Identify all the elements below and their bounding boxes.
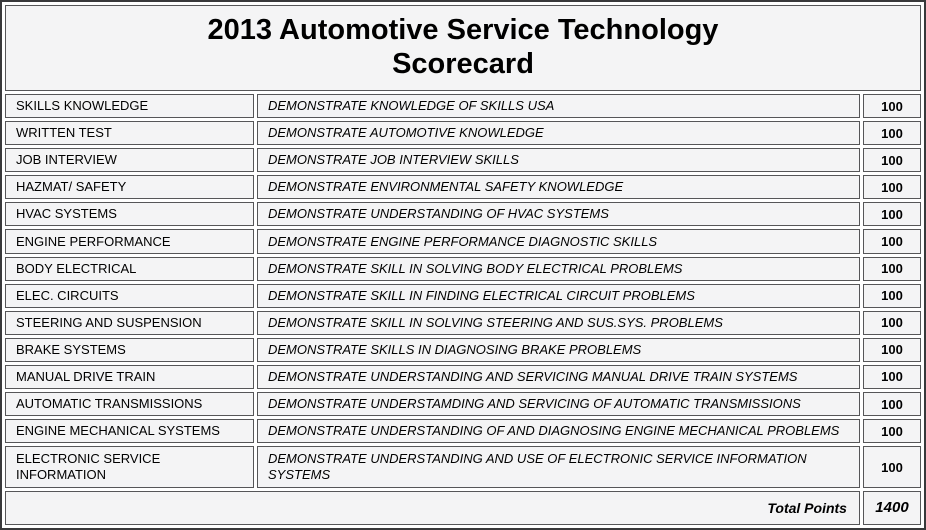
category-cell: ENGINE MECHANICAL SYSTEMS xyxy=(5,419,254,444)
page-title: 2013 Automotive Service Technology Score… xyxy=(207,14,719,80)
description-cell: DEMONSTRATE JOB INTERVIEW SKILLS xyxy=(257,148,860,173)
title-cell: 2013 Automotive Service Technology Score… xyxy=(5,5,921,91)
total-points-value: 1400 xyxy=(862,490,921,525)
description-cell: DEMONSTRATE UNDERSTANDING AND USE OF ELE… xyxy=(257,446,860,488)
category-cell: ELECTRONIC SERVICE INFORMATION xyxy=(5,446,254,488)
category-cell: HAZMAT/ SAFETY xyxy=(5,175,254,200)
table-row: SKILLS KNOWLEDGE DEMONSTRATE KNOWLEDGE OF… xyxy=(5,94,921,119)
points-cell: 100 xyxy=(862,175,921,200)
description-cell: DEMONSTRATE ENGINE PERFORMANCE DIAGNOSTI… xyxy=(257,229,860,254)
points-cell: 100 xyxy=(862,148,921,173)
description-cell: DEMONSTRATE SKILLS IN DIAGNOSING BRAKE P… xyxy=(257,337,860,362)
category-cell: ELEC. CIRCUITS xyxy=(5,283,254,308)
description-cell: DEMONSTRATE SKILL IN SOLVING STEERING AN… xyxy=(257,310,860,335)
category-cell: BODY ELECTRICAL xyxy=(5,256,254,281)
points-cell: 100 xyxy=(862,337,921,362)
description-cell: DEMONSTRATE AUTOMOTIVE KNOWLEDGE xyxy=(257,121,860,146)
points-cell: 100 xyxy=(862,310,921,335)
table-row: ENGINE PERFORMANCE DEMONSTRATE ENGINE PER… xyxy=(5,229,921,254)
total-points-label: Total Points xyxy=(5,490,860,525)
table-row: AUTOMATIC TRANSMISSIONS DEMONSTRATE UNDER… xyxy=(5,392,921,417)
scorecard-body: 2013 Automotive Service Technology Score… xyxy=(5,5,921,525)
category-cell: JOB INTERVIEW xyxy=(5,148,254,173)
points-cell: 100 xyxy=(862,229,921,254)
description-cell: DEMONSTRATE UNDERSTANDING AND SERVICING … xyxy=(257,364,860,390)
description-cell: DEMONSTRATE KNOWLEDGE OF SKILLS USA xyxy=(257,94,860,119)
category-cell: STEERING AND SUSPENSION xyxy=(5,310,254,335)
total-row: Total Points 1400 xyxy=(5,490,921,525)
points-cell: 100 xyxy=(862,121,921,146)
points-cell: 100 xyxy=(862,256,921,281)
table-row: BODY ELECTRICAL DEMONSTRATE SKILL IN SOLV… xyxy=(5,256,921,281)
points-cell: 100 xyxy=(862,202,921,227)
table-row: STEERING AND SUSPENSION DEMONSTRATE SKILL… xyxy=(5,310,921,335)
description-cell: DEMONSTRATE UNDERSTANDING OF HVAC SYSTEM… xyxy=(257,202,860,227)
category-cell: WRITTEN TEST xyxy=(5,121,254,146)
title-row: 2013 Automotive Service Technology Score… xyxy=(5,5,921,91)
points-cell: 100 xyxy=(862,446,921,488)
points-cell: 100 xyxy=(862,94,921,119)
table-row: BRAKE SYSTEMS DEMONSTRATE SKILLS IN DIAGN… xyxy=(5,337,921,362)
category-cell: HVAC SYSTEMS xyxy=(5,202,254,227)
category-cell: ENGINE PERFORMANCE xyxy=(5,229,254,254)
points-cell: 100 xyxy=(862,392,921,417)
description-cell: DEMONSTRATE UNDERSTAMDING AND SERVICING … xyxy=(257,392,860,417)
points-cell: 100 xyxy=(862,419,921,444)
table-row: ELECTRONIC SERVICE INFORMATION DEMONSTRAT… xyxy=(5,446,921,488)
table-row: ENGINE MECHANICAL SYSTEMS DEMONSTRATE UND… xyxy=(5,419,921,444)
description-cell: DEMONSTRATE SKILL IN SOLVING BODY ELECTR… xyxy=(257,256,860,281)
category-cell: MANUAL DRIVE TRAIN xyxy=(5,364,254,390)
category-cell: BRAKE SYSTEMS xyxy=(5,337,254,362)
description-cell: DEMONSTRATE SKILL IN FINDING ELECTRICAL … xyxy=(257,283,860,308)
category-cell: AUTOMATIC TRANSMISSIONS xyxy=(5,392,254,417)
description-cell: DEMONSTRATE ENVIRONMENTAL SAFETY KNOWLED… xyxy=(257,175,860,200)
table-row: HAZMAT/ SAFETY DEMONSTRATE ENVIRONMENTAL … xyxy=(5,175,921,200)
table-row: JOB INTERVIEW DEMONSTRATE JOB INTERVIEW S… xyxy=(5,148,921,173)
table-row: MANUAL DRIVE TRAIN DEMONSTRATE UNDERSTAND… xyxy=(5,364,921,390)
table-row: WRITTEN TEST DEMONSTRATE AUTOMOTIVE KNOWL… xyxy=(5,121,921,146)
description-cell: DEMONSTRATE UNDERSTANDING OF AND DIAGNOS… xyxy=(257,419,860,444)
points-cell: 100 xyxy=(862,364,921,390)
points-cell: 100 xyxy=(862,283,921,308)
table-row: ELEC. CIRCUITS DEMONSTRATE SKILL IN FINDI… xyxy=(5,283,921,308)
table-row: HVAC SYSTEMS DEMONSTRATE UNDERSTANDING OF… xyxy=(5,202,921,227)
category-cell: SKILLS KNOWLEDGE xyxy=(5,94,254,119)
